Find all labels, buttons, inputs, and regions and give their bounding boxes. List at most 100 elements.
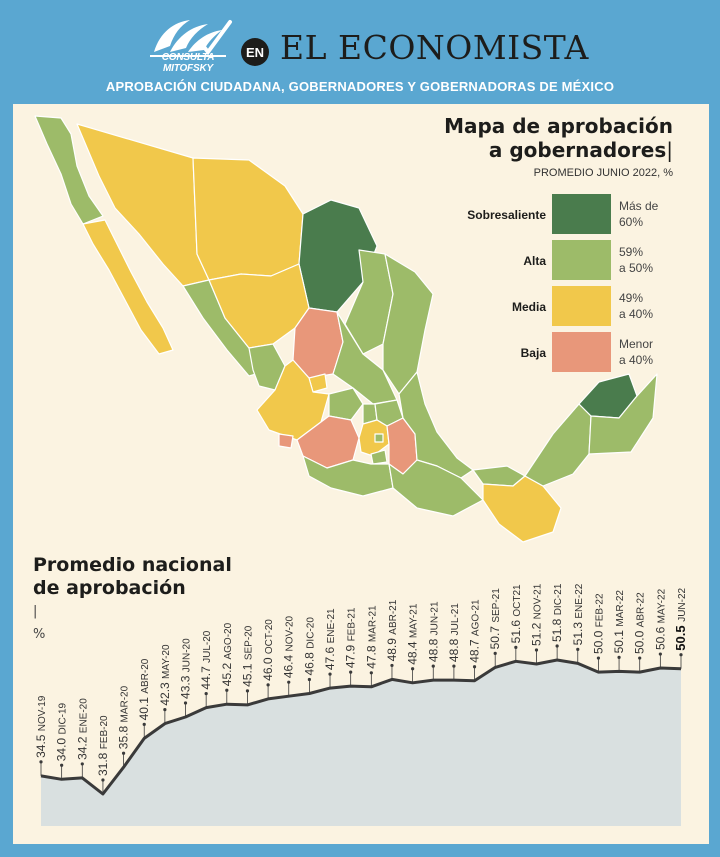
data-point xyxy=(514,645,518,649)
data-label: 50.0 ABR-22 xyxy=(633,592,647,654)
data-point xyxy=(658,652,662,656)
data-point xyxy=(328,672,332,676)
legend-desc-line2: a 40% xyxy=(619,353,654,367)
avg-chart-title: Promedio nacional de aprobación | % xyxy=(33,554,232,646)
legend-desc: 49% a 40% xyxy=(619,290,689,322)
map-title-line1: Mapa de aprobación xyxy=(444,114,673,138)
map-title-line2: a gobernadores xyxy=(488,138,667,162)
legend-desc: 59% a 50% xyxy=(619,244,689,276)
consulta-mitofsky-logo: CONSULTA MITOFSKY xyxy=(140,12,236,74)
map-colima xyxy=(278,433,294,449)
data-label: 34.0 DIC-19 xyxy=(55,702,69,761)
data-label: 45.1 SEP-20 xyxy=(240,625,254,687)
data-point xyxy=(39,760,43,764)
legend-desc-line1: Más de xyxy=(619,199,659,213)
data-point xyxy=(617,655,621,659)
data-point xyxy=(472,665,477,669)
data-label: 48.4 MAY-21 xyxy=(406,603,420,665)
data-point xyxy=(307,677,311,682)
data-point xyxy=(121,751,126,755)
data-label: 51.6 OCT21 xyxy=(509,584,523,643)
data-point xyxy=(576,647,580,651)
data-label: 31.8 FEB-20 xyxy=(96,715,110,776)
data-point xyxy=(638,656,642,660)
legend-desc: Más de 60% xyxy=(619,198,689,230)
map-morelos xyxy=(370,449,388,465)
data-label: 47.6 ENE-21 xyxy=(323,608,337,670)
data-point xyxy=(534,648,539,652)
data-label: 35.8 MAR-20 xyxy=(117,685,131,749)
legend-label: Media xyxy=(511,300,546,314)
legend-desc-line2: 60% xyxy=(619,215,644,229)
data-point xyxy=(287,680,291,684)
avg-title-line2: de aprobación xyxy=(33,577,186,599)
legend-swatch xyxy=(552,240,611,280)
data-label: 50.0 FEB-22 xyxy=(591,593,605,654)
map-baja-california xyxy=(34,115,104,225)
data-label: 34.2 ENE-20 xyxy=(75,698,89,760)
avg-unit: | % xyxy=(33,600,232,646)
data-label: 47.9 FEB-21 xyxy=(344,607,358,668)
data-label: 46.0 OCT-20 xyxy=(261,619,275,681)
legend-desc-line1: Menor xyxy=(619,337,654,351)
legend-swatch xyxy=(552,194,611,234)
data-label: 43.3 JUN-20 xyxy=(179,638,193,699)
data-label: 51.8 DIC-21 xyxy=(550,583,564,642)
legend-item-sobresaliente: Sobresaliente Más de 60% xyxy=(467,194,689,240)
data-label: 46.8 DIC-20 xyxy=(302,617,316,676)
data-point xyxy=(349,670,353,674)
mexico-map xyxy=(34,115,658,543)
logo-birds-icon xyxy=(150,20,232,57)
data-point xyxy=(452,664,456,668)
content-panel: Mapa de aprobación a gobernadores| PROME… xyxy=(13,104,709,844)
legend-desc-line2: a 50% xyxy=(619,261,654,275)
logo-text: CONSULTA MITOFSKY xyxy=(161,52,215,74)
data-point xyxy=(493,651,497,655)
legend-desc-line1: 49% xyxy=(619,291,644,305)
legend-item-alta: Alta 59% a 50% xyxy=(476,240,686,286)
legend-desc-line2: a 40% xyxy=(619,307,654,321)
data-point xyxy=(60,763,64,767)
header: CONSULTA MITOFSKY EN EL ECONOMISTA APROB… xyxy=(0,0,720,100)
legend-label: Sobresaliente xyxy=(467,208,546,222)
data-label: 47.8 MAR-21 xyxy=(364,605,378,669)
data-label: 34.5 NOV-19 xyxy=(34,695,48,758)
data-point xyxy=(163,708,167,712)
data-label: 40.1 ABR-20 xyxy=(137,658,151,720)
avg-unit-value: % xyxy=(33,627,46,642)
data-point xyxy=(80,762,84,766)
data-point xyxy=(431,664,435,668)
data-label: 51.2 NOV-21 xyxy=(529,583,543,646)
data-point xyxy=(245,689,250,693)
map-chiapas xyxy=(482,475,562,543)
data-point xyxy=(266,683,270,687)
data-label: 48.7 AGO-21 xyxy=(468,599,482,663)
chart-area-fill xyxy=(41,660,681,826)
en-badge: EN xyxy=(241,38,269,66)
data-label: 50.5 JUN-22 xyxy=(673,587,688,650)
data-label: 51.3 ENE-22 xyxy=(571,583,585,645)
data-label: 50.1 MAR-22 xyxy=(612,590,626,654)
data-label: 50.6 MAY-22 xyxy=(653,588,667,650)
data-point xyxy=(390,663,394,668)
legend-swatch xyxy=(552,286,611,326)
map-legend: Sobresaliente Más de 60% Alta 59% a 50% Me… xyxy=(467,194,689,378)
data-label: 42.3 MAY-20 xyxy=(158,644,172,706)
data-label: 50.7 SEP-21 xyxy=(488,588,502,650)
map-guanajuato xyxy=(328,387,364,421)
chart-series-line xyxy=(40,658,682,796)
data-label: 48.9 ABR-21 xyxy=(385,599,399,661)
legend-item-baja: Baja Menor a 40% xyxy=(476,332,686,378)
data-point xyxy=(369,671,373,675)
data-label: 46.4 NOV-20 xyxy=(282,615,296,678)
legend-label: Alta xyxy=(523,254,546,268)
title-divider: | xyxy=(666,138,673,162)
legend-swatch xyxy=(552,332,611,372)
map-veracruz xyxy=(398,371,474,479)
data-label: 44.7 JUL-20 xyxy=(199,630,213,689)
map-cdmx xyxy=(374,433,384,443)
legend-desc: Menor a 40% xyxy=(619,336,689,368)
legend-label: Baja xyxy=(520,346,546,360)
avg-title-line1: Promedio nacional xyxy=(33,554,232,576)
